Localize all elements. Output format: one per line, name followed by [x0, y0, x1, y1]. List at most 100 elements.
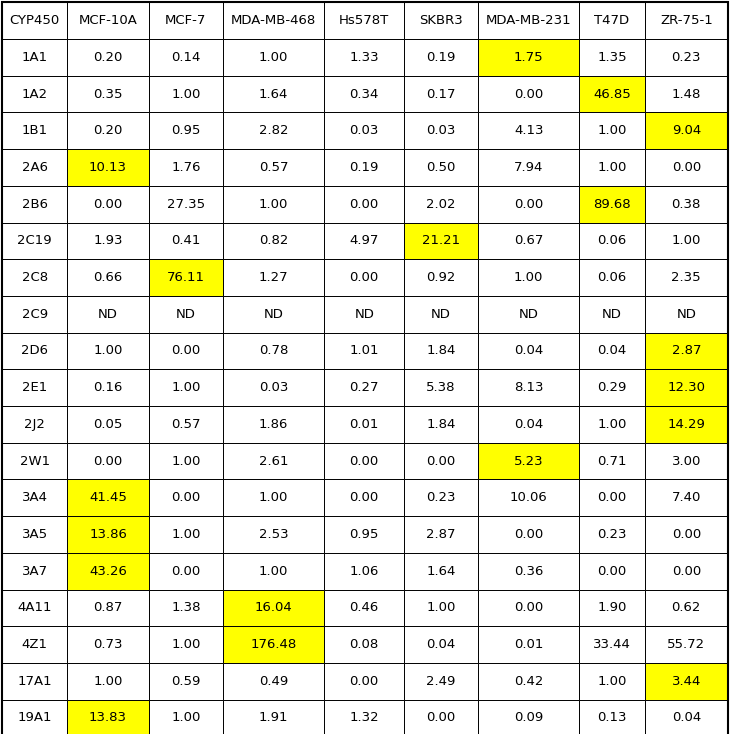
Text: 55.72: 55.72: [667, 638, 705, 651]
Bar: [2, 259, 67, 296]
Bar: [223, 222, 325, 259]
Text: 0.19: 0.19: [426, 51, 456, 64]
Bar: [645, 589, 728, 626]
Bar: [404, 2, 478, 39]
Bar: [478, 39, 580, 76]
Text: 0.01: 0.01: [350, 418, 379, 431]
Text: 0.00: 0.00: [672, 161, 701, 174]
Text: 1.27: 1.27: [259, 271, 288, 284]
Text: MCF-7: MCF-7: [165, 14, 207, 27]
Text: 13.86: 13.86: [89, 528, 127, 541]
Bar: [223, 296, 325, 333]
Text: 1.93: 1.93: [93, 234, 123, 247]
Bar: [404, 443, 478, 479]
Bar: [325, 149, 404, 186]
Bar: [645, 39, 728, 76]
Bar: [149, 333, 223, 369]
Bar: [478, 626, 580, 663]
Text: 4.13: 4.13: [514, 124, 543, 137]
Bar: [645, 663, 728, 700]
Text: MCF-10A: MCF-10A: [79, 14, 137, 27]
Text: 2C19: 2C19: [18, 234, 52, 247]
Text: 4Z1: 4Z1: [22, 638, 47, 651]
Text: 1.00: 1.00: [597, 675, 627, 688]
Text: 33.44: 33.44: [593, 638, 631, 651]
Bar: [580, 112, 645, 149]
Bar: [67, 76, 149, 112]
Bar: [2, 296, 67, 333]
Text: 2A6: 2A6: [22, 161, 47, 174]
Bar: [223, 39, 325, 76]
Text: 1.64: 1.64: [259, 87, 288, 101]
Bar: [2, 222, 67, 259]
Bar: [478, 76, 580, 112]
Bar: [645, 406, 728, 443]
Text: 1.32: 1.32: [350, 711, 379, 724]
Bar: [645, 112, 728, 149]
Bar: [478, 2, 580, 39]
Bar: [404, 259, 478, 296]
Text: 2E1: 2E1: [22, 381, 47, 394]
Text: 1.06: 1.06: [350, 564, 379, 578]
Text: 4.97: 4.97: [350, 234, 379, 247]
Text: 2J2: 2J2: [24, 418, 45, 431]
Bar: [67, 479, 149, 516]
Text: 14.29: 14.29: [667, 418, 705, 431]
Text: 0.04: 0.04: [514, 418, 543, 431]
Text: 0.38: 0.38: [672, 197, 701, 211]
Text: 1.00: 1.00: [172, 638, 201, 651]
Bar: [325, 259, 404, 296]
Bar: [149, 222, 223, 259]
Bar: [478, 149, 580, 186]
Bar: [2, 149, 67, 186]
Text: CYP450: CYP450: [9, 14, 60, 27]
Bar: [223, 516, 325, 553]
Text: 3A7: 3A7: [21, 564, 47, 578]
Bar: [67, 589, 149, 626]
Text: 1.00: 1.00: [259, 564, 288, 578]
Bar: [645, 186, 728, 222]
Bar: [67, 406, 149, 443]
Bar: [404, 112, 478, 149]
Bar: [223, 589, 325, 626]
Text: 0.41: 0.41: [172, 234, 201, 247]
Text: 0.27: 0.27: [350, 381, 379, 394]
Text: 0.00: 0.00: [350, 271, 379, 284]
Bar: [2, 112, 67, 149]
Text: 1.35: 1.35: [597, 51, 627, 64]
Bar: [149, 553, 223, 589]
Text: ND: ND: [176, 308, 196, 321]
Text: 0.00: 0.00: [514, 87, 543, 101]
Text: 0.62: 0.62: [672, 601, 701, 614]
Text: 0.35: 0.35: [93, 87, 123, 101]
Text: 0.29: 0.29: [597, 381, 627, 394]
Bar: [404, 516, 478, 553]
Text: 12.30: 12.30: [667, 381, 705, 394]
Text: 0.20: 0.20: [93, 124, 123, 137]
Bar: [67, 259, 149, 296]
Text: 0.05: 0.05: [93, 418, 123, 431]
Text: 0.00: 0.00: [672, 564, 701, 578]
Text: 1.00: 1.00: [514, 271, 543, 284]
Text: 176.48: 176.48: [250, 638, 297, 651]
Text: 0.03: 0.03: [426, 124, 456, 137]
Text: 0.67: 0.67: [514, 234, 543, 247]
Text: 21.21: 21.21: [422, 234, 460, 247]
Bar: [325, 186, 404, 222]
Bar: [478, 112, 580, 149]
Bar: [580, 222, 645, 259]
Text: 1.00: 1.00: [172, 711, 201, 724]
Bar: [2, 443, 67, 479]
Text: 0.20: 0.20: [93, 51, 123, 64]
Bar: [149, 626, 223, 663]
Text: 1.00: 1.00: [259, 51, 288, 64]
Text: 1.64: 1.64: [426, 564, 456, 578]
Text: 0.19: 0.19: [350, 161, 379, 174]
Bar: [325, 700, 404, 734]
Bar: [645, 369, 728, 406]
Text: 0.36: 0.36: [514, 564, 543, 578]
Bar: [223, 700, 325, 734]
Bar: [223, 2, 325, 39]
Bar: [223, 333, 325, 369]
Bar: [580, 296, 645, 333]
